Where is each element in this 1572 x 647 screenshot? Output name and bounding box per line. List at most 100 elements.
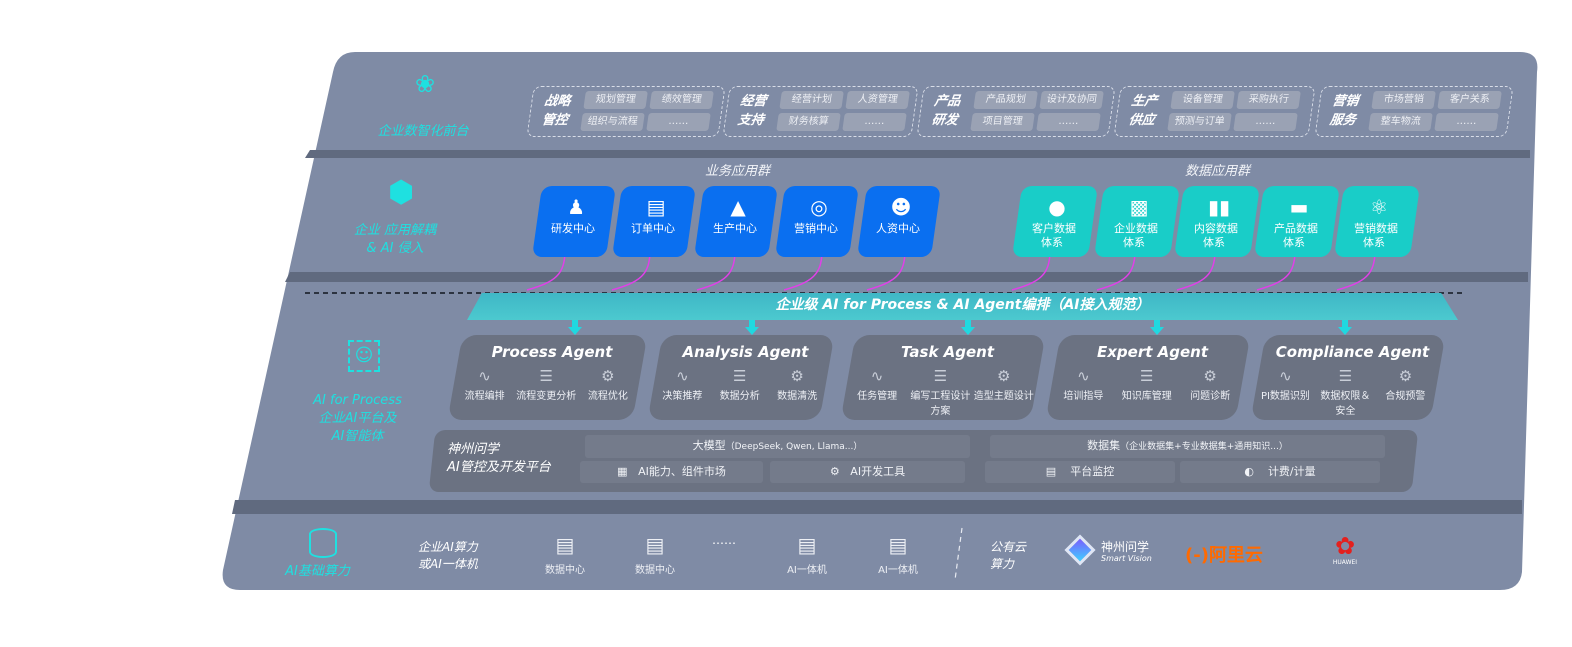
group-title-2: 管控 [540,113,569,128]
agent-capability: ☰ 流程变更分析 [516,367,577,402]
agent-capability: ⚙ 流程优化 [577,367,638,402]
group-item[interactable]: …… [842,113,907,131]
group-item[interactable]: …… [1434,113,1499,131]
capability-icon: ☰ [933,367,948,385]
smartvision-en: Smart Vision [1101,554,1152,563]
business-app-card[interactable]: ▤ 订单中心 [612,186,696,257]
agent-capability: ∿ PI数据识别 [1256,367,1315,417]
group-title-1: 战略 [543,94,572,109]
group-item[interactable]: 项目管理 [970,113,1035,131]
group-item[interactable]: 组织与流程 [580,113,645,131]
ellipsis: …… [712,533,736,547]
group-item[interactable]: 设计及协同 [1039,91,1104,109]
group-item[interactable]: …… [1233,113,1298,131]
agent-capability: ∿ 流程编排 [454,367,515,402]
down-arrow-icon [1338,320,1352,335]
group-item[interactable]: 财务核算 [776,113,841,131]
card-label-1: 客户数据 [1031,222,1076,235]
agent-card[interactable]: Expert Agent ∿ 培训指导 ☰ 知识库管理 ⚙ 问题诊断 [1045,335,1251,420]
enterprise-label-2: 或AI一体机 [418,557,478,571]
database-icon [309,528,337,558]
data-app-card[interactable]: ⚛ 营销数据 体系 [1334,186,1420,257]
platform-monitor[interactable]: ▤ 平台监控 [985,461,1175,483]
agent-name: Task Agent [900,343,995,361]
monitor-label: 平台监控 [1070,465,1115,478]
group-item[interactable]: 设备管理 [1170,91,1235,109]
smartvision-cn: 神州问学 [1101,540,1150,554]
card-label: 生产中心 [712,222,757,235]
capability-label: 问题诊断 [1190,391,1231,402]
brain-icon: ❀ [415,70,436,98]
group-item[interactable]: …… [1036,113,1101,131]
group-item[interactable]: 预测与订单 [1167,113,1232,131]
agent-card[interactable]: Compliance Agent ∿ PI数据识别 ☰ 数据权限＆安全 ⚙ 合规预警 [1250,335,1446,420]
agent-capability: ⚙ 合规预警 [1376,367,1435,417]
server-icon: ▤ [797,533,817,557]
card-label-2: 体系 [1122,236,1145,249]
component-market[interactable]: ▦ AI能力、组件市场 [580,461,763,483]
app-layer-label-2: & AI 侵入 [366,241,424,256]
compute-node: ▤ 数据中心 [535,533,595,576]
business-app-card[interactable]: ♟ 研发中心 [532,186,616,257]
agent-name: Process Agent [491,343,613,361]
capability-icon: ∿ [1077,367,1090,385]
capability-icon: ⚙ [1203,367,1217,385]
card-label-1: 内容数据 [1193,222,1238,235]
enterprise-compute-label: 企业AI算力 或AI一体机 [418,539,478,573]
group-item[interactable]: 经营计划 [779,91,844,109]
dataset-bar: 数据集（企业数据集+专业数据集+通用知识...） [990,435,1385,458]
model-label: 大模型 [692,439,726,452]
capability-icon: ∿ [676,367,689,385]
group-item[interactable]: …… [646,113,711,131]
data-app-card[interactable]: ▩ 企业数据 体系 [1094,186,1180,257]
app-layer-label-1: 企业 应用解耦 [353,223,437,238]
user-icon: ● [1048,195,1066,219]
agent-card[interactable]: Analysis Agent ∿ 决策推荐 ☰ 数据分析 ⚙ 数据清洗 [647,335,835,420]
group-item[interactable]: 人资管理 [845,91,910,109]
business-app-card[interactable]: ◎ 营销中心 [775,186,859,257]
atom-icon: ⚛ [1370,195,1389,219]
front-group: 战略管控 规划管理 绩效管理 组织与流程…… [526,86,726,137]
group-title-2: 服务 [1328,113,1357,128]
ai-layer-label-1: AI for Process [313,393,402,408]
users-icon: ♟ [567,195,586,219]
capability-label: 数据清洗 [777,391,818,402]
group-item[interactable]: 产品规划 [973,91,1038,109]
capability-icon: ⚙ [1398,367,1413,385]
model-bar: 大模型（DeepSeek, Qwen, Llama...） [585,435,970,458]
group-item[interactable]: 市场营销 [1371,91,1436,109]
capability-label: PI数据识别 [1260,391,1310,402]
group-item[interactable]: 绩效管理 [649,91,714,109]
data-app-card[interactable]: ▬ 产品数据 体系 [1254,186,1340,257]
agent-card[interactable]: Process Agent ∿ 流程编排 ☰ 流程变更分析 ⚙ 流程优化 [447,335,648,420]
group-title-1: 生产 [1130,94,1159,109]
business-app-card[interactable]: ▲ 生产中心 [694,186,778,257]
data-app-card[interactable]: ● 客户数据 体系 [1012,186,1098,257]
server-label: AI一体机 [787,565,827,576]
front-group: 产品 研发 产品规划 设计及协同 项目管理…… [916,86,1116,137]
ai-dev-tools[interactable]: ⚙ AI开发工具 [770,461,965,483]
capability-label: 数据权限＆安全 [1320,391,1371,417]
compute-node: ▤ AI一体机 [868,533,928,576]
data-app-card[interactable]: ▮▮ 内容数据 体系 [1174,186,1260,257]
group-title-2: 支持 [736,113,765,128]
capability-icon: ☰ [539,367,553,385]
card-label-2: 体系 [1282,236,1305,249]
group-item[interactable]: 采购执行 [1236,91,1301,109]
group-title: 战略 管控 [540,92,581,130]
market-label: AI能力、组件市场 [638,465,726,478]
business-app-card[interactable]: ☻ 人资中心 [857,186,941,257]
gauge-icon: ◐ [1244,465,1254,478]
agent-card[interactable]: Task Agent ∿ 任务管理 ☰ 编写工程设计方案 ⚙ 造型主题设计 [840,335,1046,420]
capability-icon: ∿ [1279,367,1292,385]
down-arrow-icon [1150,320,1164,335]
factory-icon: ▲ [730,195,746,219]
group-item[interactable]: 客户关系 [1437,91,1502,109]
billing[interactable]: ◐ 计费/计量 [1180,461,1380,483]
group-item[interactable]: 整车物流 [1368,113,1433,131]
agent-capability: ∿ 培训指导 [1052,367,1115,402]
network-node-icon: ⬢ [388,175,415,210]
group-item[interactable]: 规划管理 [583,91,648,109]
server-icon: ▤ [645,533,665,557]
down-arrow-icon [568,320,582,335]
